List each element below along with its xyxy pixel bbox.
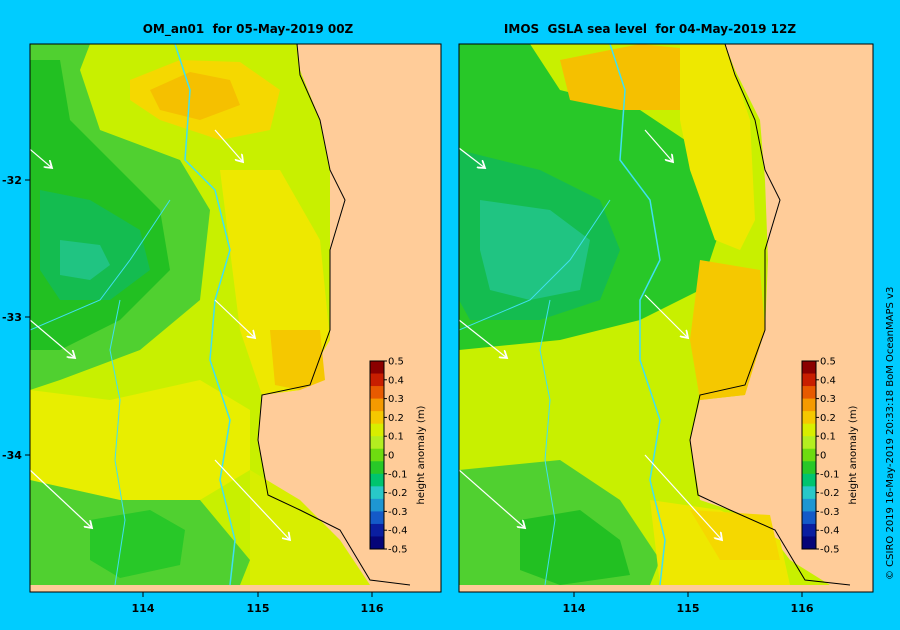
colorbar-tick-label: 0.2 bbox=[820, 413, 836, 424]
colorbar-segment bbox=[802, 536, 816, 550]
colorbar-segment bbox=[370, 511, 384, 525]
right-map bbox=[459, 44, 873, 592]
colorbar-segment bbox=[802, 373, 816, 387]
colorbar-segment bbox=[802, 436, 816, 450]
lat-tick-label: -33 bbox=[2, 311, 22, 324]
colorbar-label: height anomaly (m) bbox=[848, 405, 859, 504]
colorbar-tick-label: 0.5 bbox=[820, 357, 836, 368]
lon-tick-label: 114 bbox=[563, 602, 586, 615]
colorbar-tick-label: -0.4 bbox=[820, 526, 840, 537]
colorbar-segment bbox=[370, 411, 384, 425]
colorbar-tick-label: -0.5 bbox=[388, 545, 408, 556]
lon-tick-label: 115 bbox=[677, 602, 700, 615]
colorbar-tick-label: -0.2 bbox=[388, 488, 408, 499]
right-lon-axis: 114 115 116 bbox=[563, 592, 814, 615]
lat-tick-label: -32 bbox=[2, 174, 22, 187]
colorbar-tick-label: 0.4 bbox=[388, 375, 404, 386]
colorbar-segment bbox=[370, 386, 384, 400]
colorbar-segment bbox=[370, 498, 384, 512]
left-lon-axis: 114 115 116 bbox=[132, 592, 384, 615]
colorbar-segment bbox=[802, 523, 816, 537]
left-panel-title: OM_an01 for 05-May-2019 00Z bbox=[142, 22, 354, 36]
colorbar-tick-label: 0.2 bbox=[388, 413, 404, 424]
left-colorbar: 0.5 0.4 0.3 0.2 0.1 0 -0.1 -0.2 -0.3 -0.4 -0.5 heig… bbox=[369, 357, 427, 556]
colorbar-segment bbox=[370, 398, 384, 412]
lon-tick-label: 116 bbox=[791, 602, 814, 615]
colorbar-segment bbox=[802, 398, 816, 412]
lat-tick-label: -34 bbox=[2, 449, 22, 462]
colorbar-label: height anomaly (m) bbox=[416, 405, 427, 504]
colorbar-tick-label: -0.4 bbox=[388, 526, 408, 537]
colorbar-segment bbox=[802, 448, 816, 462]
colorbar-segment bbox=[370, 473, 384, 487]
colorbar-segment bbox=[370, 523, 384, 537]
colorbar-segment bbox=[370, 461, 384, 475]
colorbar-tick-label: -0.1 bbox=[388, 469, 408, 480]
colorbar-tick-label: -0.1 bbox=[820, 469, 840, 480]
colorbar-segment bbox=[802, 411, 816, 425]
colorbar-segment bbox=[370, 423, 384, 437]
right-map-frame bbox=[458, 43, 874, 593]
colorbar-tick-label: 0 bbox=[820, 451, 826, 462]
colorbar-tick-label: -0.2 bbox=[820, 488, 840, 499]
colorbar-segment bbox=[370, 486, 384, 500]
right-colorbar: 0.5 0.4 0.3 0.2 0.1 0 -0.1 -0.2 -0.3 -0.4 -0.5 heig… bbox=[801, 357, 859, 556]
colorbar-segment bbox=[802, 473, 816, 487]
colorbar-segment bbox=[802, 498, 816, 512]
colorbar-segment bbox=[802, 423, 816, 437]
colorbar-segment bbox=[370, 436, 384, 450]
colorbar-segment bbox=[802, 486, 816, 500]
colorbar-segment bbox=[802, 361, 816, 375]
colorbar-tick-label: -0.5 bbox=[820, 545, 840, 556]
colorbar-segment bbox=[802, 461, 816, 475]
lon-tick-label: 116 bbox=[361, 602, 384, 615]
colorbar-segment bbox=[370, 361, 384, 375]
colorbar-tick-label: -0.3 bbox=[820, 507, 840, 518]
colorbar-tick-label: 0.3 bbox=[388, 394, 404, 405]
credit-text: © CSIRO 2019 16-May-2019 20:33:18 BoM Oc… bbox=[885, 287, 896, 580]
colorbar-tick-label: -0.3 bbox=[388, 507, 408, 518]
colorbar-segment bbox=[802, 511, 816, 525]
colorbar-segment bbox=[370, 373, 384, 387]
lon-tick-label: 114 bbox=[132, 602, 155, 615]
right-panel-title: IMOS GSLA sea level for 04-May-2019 12Z bbox=[503, 22, 797, 36]
colorbar-tick-label: 0.4 bbox=[820, 375, 836, 386]
colorbar-tick-label: 0.3 bbox=[820, 394, 836, 405]
lon-tick-label: 115 bbox=[247, 602, 270, 615]
colorbar-tick-label: 0.1 bbox=[820, 432, 836, 443]
left-map-frame bbox=[29, 43, 442, 593]
colorbar-tick-label: 0 bbox=[388, 451, 394, 462]
colorbar-tick-label: 0.1 bbox=[388, 432, 404, 443]
lat-axis: -32 -33 -34 bbox=[2, 174, 30, 462]
colorbar-segment bbox=[802, 386, 816, 400]
colorbar-tick-label: 0.5 bbox=[388, 357, 404, 368]
colorbar-segment bbox=[370, 448, 384, 462]
colorbar-segment bbox=[370, 536, 384, 550]
